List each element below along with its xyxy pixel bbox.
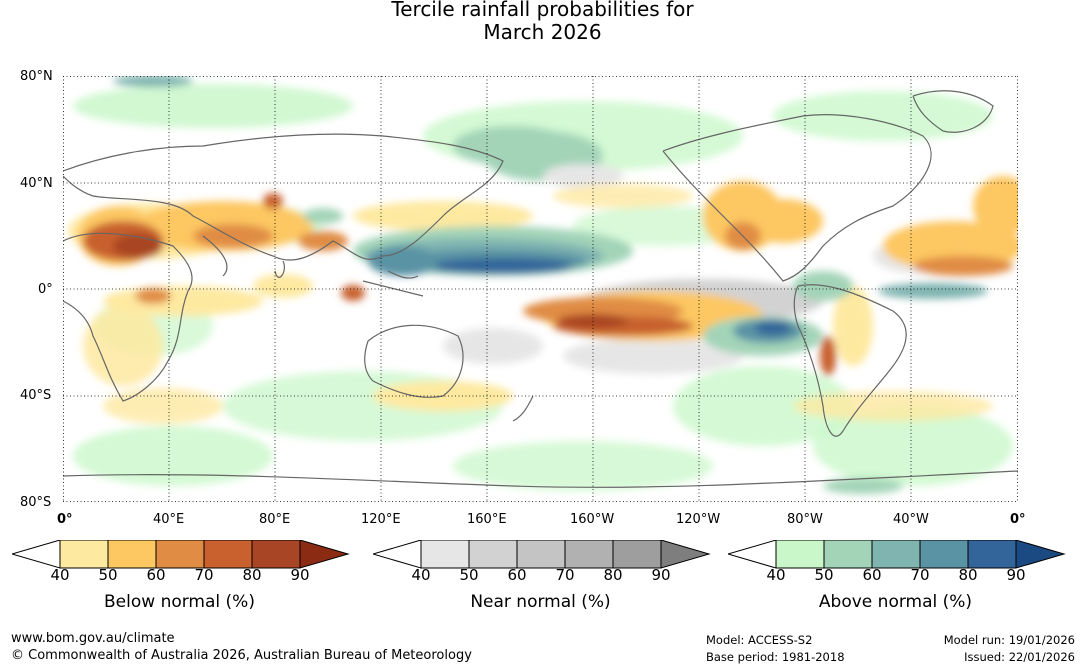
colorbar-tick-label: 50 xyxy=(459,566,479,584)
colorbar-tick-label: 70 xyxy=(194,566,214,584)
colorbar-segment xyxy=(155,539,205,569)
colorbar-tick-label: 90 xyxy=(651,566,671,584)
lon-label-160w: 160°W xyxy=(570,512,615,527)
lat-label-40n: 40°N xyxy=(20,176,53,191)
colorbar-segment xyxy=(823,539,873,569)
colorbar-tick-label: 50 xyxy=(98,566,118,584)
colorbar-segment xyxy=(59,539,109,569)
colorbar-segment xyxy=(251,539,301,569)
legend-above-normal xyxy=(726,539,1068,574)
legend-near-title: Near normal (%) xyxy=(470,592,611,612)
lon-label-120w: 120°W xyxy=(676,512,721,527)
graticule xyxy=(63,76,1018,502)
colorbar-tick-label: 40 xyxy=(50,566,70,584)
colorbar-segment xyxy=(516,539,566,569)
colorbar-extend-high xyxy=(1015,539,1066,569)
colorbar-extend-high xyxy=(299,539,350,569)
lon-label-0-left: 0° xyxy=(57,512,73,527)
lon-label-80e: 80°E xyxy=(259,512,291,527)
probability-field xyxy=(68,76,1018,494)
colorbar-segment xyxy=(468,539,518,569)
footer-base-period: Base period: 1981-2018 xyxy=(706,650,845,664)
lon-label-160e: 160°E xyxy=(467,512,507,527)
colorbar-segment xyxy=(420,539,470,569)
colorbar-tick-label: 40 xyxy=(411,566,431,584)
colorbar-segment xyxy=(871,539,921,569)
lat-label-80s: 80°S xyxy=(20,495,52,510)
colorbar-segment xyxy=(967,539,1017,569)
colorbar-tick-label: 40 xyxy=(766,566,786,584)
colorbar-tick-label: 90 xyxy=(1006,566,1026,584)
colorbar-extend-low xyxy=(726,539,777,569)
rainfall-probability-map xyxy=(63,76,1018,502)
colorbar-extend-low xyxy=(371,539,422,569)
colorbar-tick-label: 70 xyxy=(555,566,575,584)
colorbar-tick-label: 80 xyxy=(603,566,623,584)
map-title-line2: March 2026 xyxy=(483,20,602,44)
colorbar-segment xyxy=(919,539,969,569)
lon-label-40w: 40°W xyxy=(893,512,929,527)
colorbar-extend-high xyxy=(660,539,711,569)
lon-label-40e: 40°E xyxy=(153,512,185,527)
legend-below-title: Below normal (%) xyxy=(104,592,255,612)
colorbar-tick-label: 50 xyxy=(814,566,834,584)
colorbar xyxy=(371,539,711,569)
colorbar-segment xyxy=(107,539,157,569)
legend-below-normal xyxy=(10,539,352,574)
footer-copyright: © Commonwealth of Australia 2026, Austra… xyxy=(11,648,472,663)
legend-above-title: Above normal (%) xyxy=(818,592,973,612)
colorbar-segment xyxy=(612,539,662,569)
colorbar-segment xyxy=(775,539,825,569)
map-title-line1: Tercile rainfall probabilities for xyxy=(391,0,694,21)
colorbar-tick-label: 60 xyxy=(146,566,166,584)
footer-model: Model: ACCESS-S2 xyxy=(706,633,813,647)
colorbar-tick-label: 60 xyxy=(862,566,882,584)
colorbar-tick-label: 90 xyxy=(290,566,310,584)
colorbar xyxy=(726,539,1066,569)
lat-label-0: 0° xyxy=(38,282,53,297)
lon-label-80w: 80°W xyxy=(787,512,823,527)
lon-label-120e: 120°E xyxy=(361,512,401,527)
lon-label-0-right: 0° xyxy=(1010,512,1026,527)
legend-near-normal xyxy=(371,539,713,574)
colorbar xyxy=(10,539,350,569)
footer-issued: Issued: 22/01/2026 xyxy=(964,650,1075,664)
lat-label-80n: 80°N xyxy=(20,69,53,84)
colorbar-tick-label: 80 xyxy=(958,566,978,584)
colorbar-segment xyxy=(564,539,614,569)
map-svg xyxy=(63,76,1018,502)
lat-label-40s: 40°S xyxy=(20,388,52,403)
footer-model-run: Model run: 19/01/2026 xyxy=(943,633,1075,647)
coastlines xyxy=(63,90,1018,488)
colorbar-segment xyxy=(203,539,253,569)
colorbar-extend-low xyxy=(10,539,61,569)
colorbar-tick-label: 70 xyxy=(910,566,930,584)
colorbar-tick-label: 60 xyxy=(507,566,527,584)
colorbar-tick-label: 80 xyxy=(242,566,262,584)
footer-url: www.bom.gov.au/climate xyxy=(11,631,175,646)
